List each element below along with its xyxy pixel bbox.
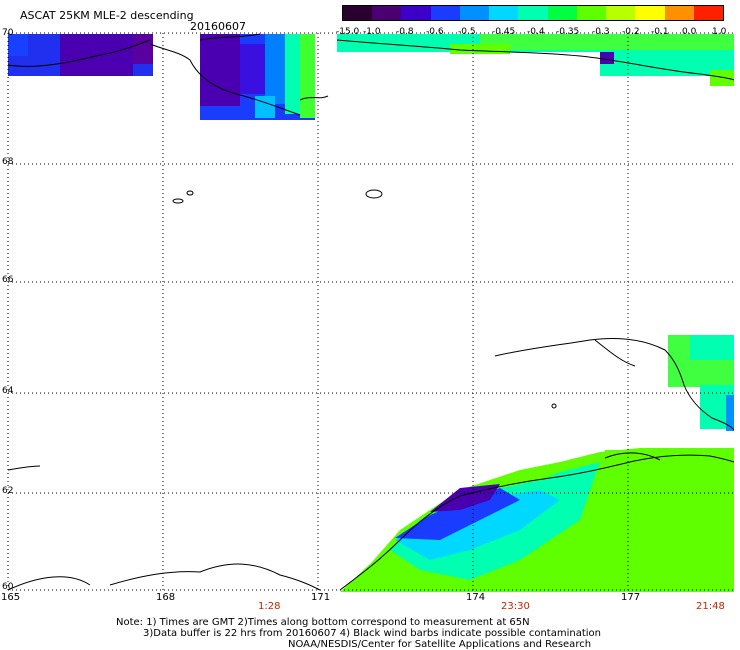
color-scale [342,5,724,21]
time-label-1: 1:28 [258,601,281,612]
scale-swatch-3 [430,6,460,20]
lon-label-165: 165 [1,592,21,603]
lat-label-68: 68 [2,157,14,167]
lat-label-66: 66 [2,275,14,285]
lon-label-177: 177 [621,592,641,603]
scale-swatch-8 [576,6,607,20]
scale-swatch-10 [635,6,665,20]
scale-label-9: -0.2 [622,27,640,37]
note-line-2: 3)Data buffer is 22 hrs from 20160607 4)… [143,628,601,639]
scale-swatch-6 [518,6,548,20]
scale-swatch-2 [401,6,431,20]
coastlines [7,33,735,591]
note-line-3: NOAA/NESDIS/Center for Satellite Applica… [288,639,592,650]
lat-lon-grid [7,32,734,591]
scale-label-5: -0.45 [492,27,516,37]
scale-label-0: -15.0 [336,27,360,37]
lat-label-70: 70 [2,28,14,38]
lat-label-60: 60 [2,582,14,592]
scale-label-2: -0.8 [396,27,414,37]
product-date: 20160607 [190,20,246,33]
lon-label-171: 171 [311,592,331,603]
lat-label-64: 64 [2,386,14,396]
scale-swatch-5 [489,6,519,20]
scale-label-6: -0.4 [527,27,545,37]
scale-label-8: -0.3 [592,27,610,37]
time-label-2: 23:30 [501,601,530,612]
scale-label-3: -0.6 [426,27,444,37]
scale-label-4: -0.5 [458,27,476,37]
note-line-1: Note: 1) Times are GMT 2)Times along bot… [116,617,530,628]
scale-swatch-4 [459,6,490,20]
lat-label-62: 62 [2,486,14,496]
product-title: ASCAT 25KM MLE-2 descending [20,9,194,22]
scale-swatch-1 [372,6,402,20]
scale-swatch-9 [606,6,636,20]
scale-swatch-7 [547,6,577,20]
scale-label-10: -0.1 [651,27,669,37]
scale-label-7: -0.35 [556,27,580,37]
time-label-3: 21:48 [696,601,725,612]
scale-label-11: 0.0 [682,27,697,37]
scale-label-1: -1.0 [363,27,381,37]
lon-label-174: 174 [466,592,486,603]
scale-label-12: 1.0 [712,27,727,37]
scale-swatch-11 [664,6,694,20]
wind-swaths [8,34,734,592]
scale-swatch-0 [343,6,373,20]
scale-swatch-12 [693,6,724,20]
lon-label-168: 168 [156,592,176,603]
